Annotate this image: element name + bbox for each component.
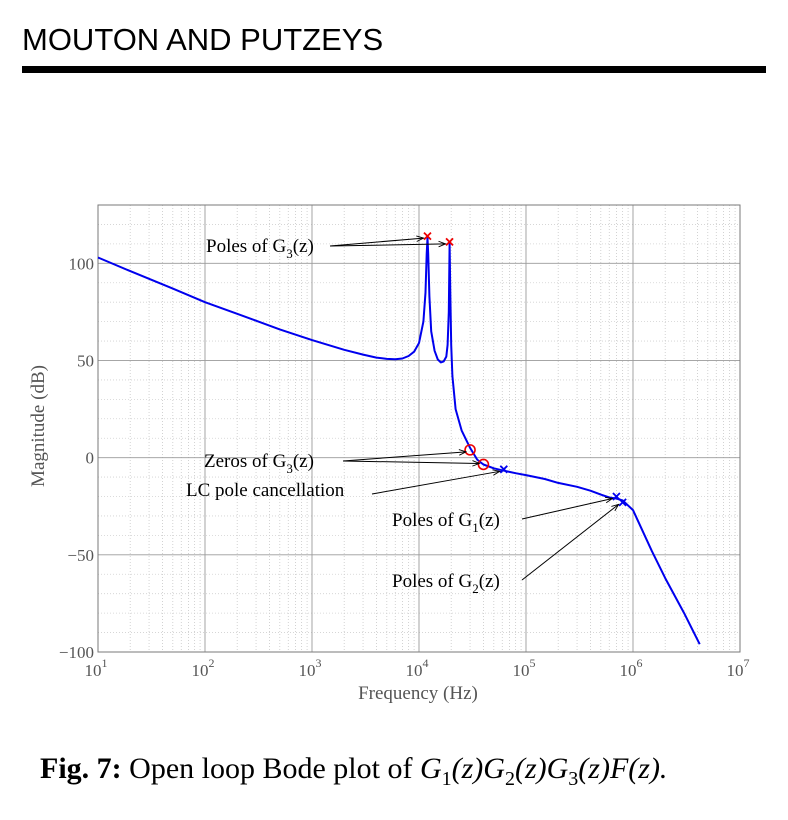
annotation-arrow: [329, 244, 446, 246]
caption-expr-subscript: 2: [504, 768, 515, 790]
annotation-arrow: [521, 499, 612, 520]
caption-expr-subscript: 1: [441, 768, 452, 790]
caption-label: Fig. 7:: [40, 752, 122, 785]
x-tick-label: 101: [85, 656, 108, 680]
bode-plot: Poles of G3(z) Zeros of G3(z) LC pole canc…: [28, 204, 750, 704]
caption-expr-part: G: [483, 752, 505, 785]
pole-marker: [499, 465, 508, 474]
y-tick-label: −50: [67, 546, 94, 565]
x-tick-label: 103: [299, 656, 322, 680]
annotation-label: Poles of G3(z): [206, 236, 314, 261]
pole-marker-stroke: [618, 498, 627, 507]
x-tick-label: 102: [192, 656, 215, 680]
caption-expr-tail: (z): [514, 752, 547, 785]
x-tick-label: 105: [513, 656, 536, 680]
y-tick-label: 0: [86, 449, 95, 468]
annotation-arrow: [521, 504, 619, 581]
header-rule: [22, 66, 766, 73]
y-tick-label: 50: [77, 351, 94, 370]
caption-expr-tail: (z): [451, 752, 484, 785]
pole-marker-stroke: [499, 465, 508, 474]
caption-expr-part: F: [609, 752, 629, 785]
magnitude-curve: [97, 237, 701, 645]
y-tick-label: −100: [59, 643, 94, 662]
y-axis-label: Magnitude (dB): [28, 365, 49, 487]
annotation-arrow: [342, 461, 479, 463]
x-tick-label: 107: [727, 656, 750, 680]
pole-marker-stroke: [423, 231, 432, 241]
caption-expr-part: G: [546, 752, 569, 785]
y-tick-label: 100: [69, 254, 95, 273]
pole-marker: [612, 492, 621, 501]
annotation-label: Poles of G1(z): [392, 510, 500, 535]
caption-expr-tail: (z).: [628, 752, 668, 785]
annotation-layer: Poles of G3(z) Zeros of G3(z) LC pole canc…: [186, 236, 619, 596]
pole-marker-stroke: [445, 237, 454, 247]
series-layer: [97, 237, 701, 645]
tick-label-layer: 101 102 103 104 105 106 107 100 50 0 −50 −100: [59, 254, 750, 680]
caption-text: Open loop Bode plot of: [121, 752, 420, 785]
grid-layer: [97, 205, 741, 653]
plot-frame: [97, 204, 741, 653]
annotation-arrow: [371, 471, 500, 495]
pole-marker: [423, 231, 432, 241]
pole-marker: [445, 237, 454, 247]
annotation-arrow: [342, 452, 466, 462]
caption-expression: G1(z)G2(z)G3(z)F(z).: [419, 752, 668, 790]
x-tick-label: 106: [620, 656, 643, 680]
x-tick-label: 104: [406, 656, 429, 680]
annotation-arrow: [329, 238, 423, 247]
x-axis-label: Frequency (Hz): [358, 683, 478, 704]
pole-marker: [618, 498, 627, 507]
header-title: MOUTON AND PUTZEYS: [22, 22, 384, 57]
caption-expr-subscript: 3: [568, 768, 579, 790]
annotation-label: LC pole cancellation: [186, 480, 345, 501]
caption-expr-tail: (z): [578, 752, 610, 785]
axes-layer: [97, 204, 741, 653]
pole-marker-stroke: [612, 492, 621, 501]
caption-expr-part: G: [419, 752, 442, 785]
marker-layer: [423, 231, 627, 507]
annotation-label: Zeros of G3(z): [204, 451, 314, 476]
figure-caption: Fig. 7: Open loop Bode plot of G1(z)G2(z…: [40, 752, 780, 791]
annotation-label: Poles of G2(z): [392, 571, 500, 596]
